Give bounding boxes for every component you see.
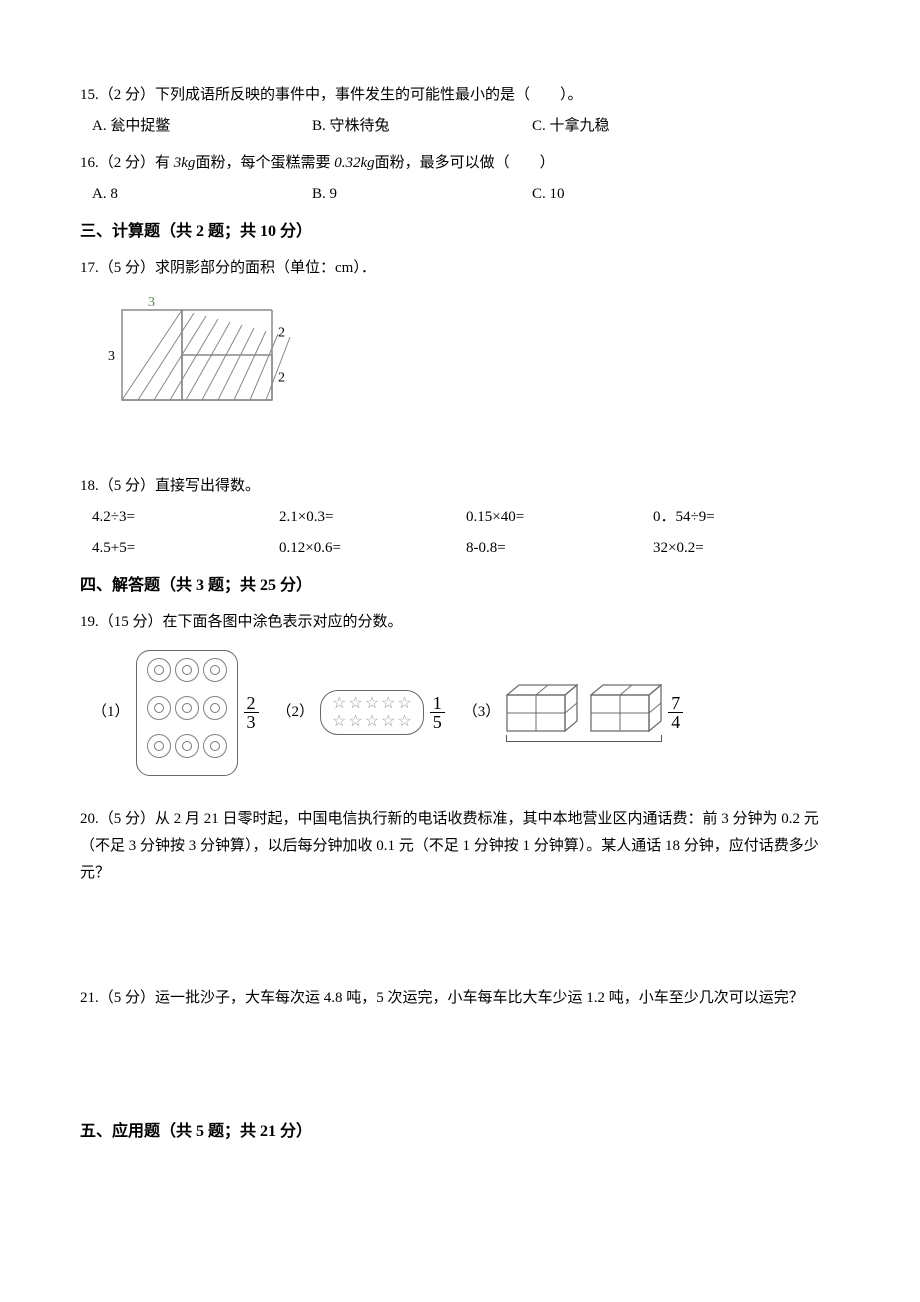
question-21: 21.（5 分）运一批沙子，大车每次运 4.8 吨，5 次运完，小车每车比大车少… bbox=[80, 985, 840, 1012]
cube-1 bbox=[506, 684, 578, 732]
cube-2 bbox=[590, 684, 662, 732]
svg-text:3: 3 bbox=[108, 349, 115, 364]
q18-r1c2: 2.1×0.3= bbox=[279, 504, 466, 531]
q17-figure: 3 3 2 2 bbox=[92, 290, 840, 455]
q15-stem: 15.（2 分）下列成语所反映的事件中，事件发生的可能性最小的是（ ）。 bbox=[80, 82, 840, 109]
cube-bracket bbox=[506, 735, 662, 742]
q19-circle-grid bbox=[136, 650, 238, 776]
q18-r2c1: 4.5+5= bbox=[92, 535, 279, 562]
q19-p1-label: （1） bbox=[92, 699, 130, 726]
question-19: 19.（15 分）在下面各图中涂色表示对应的分数。 （1） 2 3 （2） ☆☆… bbox=[80, 609, 840, 776]
question-16: 16.（2 分）有 3kg面粉，每个蛋糕需要 0.32kg面粉，最多可以做（ ）… bbox=[80, 150, 840, 208]
section-5-title: 五、应用题（共 5 题；共 21 分） bbox=[80, 1118, 840, 1147]
q19-f2-den: 5 bbox=[430, 713, 445, 731]
q16-stem-pre: 16.（2 分）有 bbox=[80, 155, 174, 171]
q18-r1c3: 0.15×40= bbox=[466, 504, 653, 531]
q18-stem: 18.（5 分）直接写出得数。 bbox=[80, 473, 840, 500]
q19-star-grid: ☆☆☆☆☆☆☆☆☆☆ bbox=[320, 690, 424, 735]
q17-stem: 17.（5 分）求阴影部分的面积（单位：cm）． bbox=[80, 255, 840, 282]
svg-text:2: 2 bbox=[278, 370, 285, 385]
svg-text:3: 3 bbox=[148, 295, 155, 310]
q19-part2: （2） ☆☆☆☆☆☆☆☆☆☆ 1 5 bbox=[277, 690, 445, 735]
question-18: 18.（5 分）直接写出得数。 4.2÷3= 2.1×0.3= 0.15×40=… bbox=[80, 473, 840, 562]
q19-fraction-1: 2 3 bbox=[244, 694, 259, 731]
q19-cubes bbox=[506, 684, 662, 742]
q18-row2: 4.5+5= 0.12×0.6= 8-0.8= 32×0.2= bbox=[80, 535, 840, 562]
q16-val1: 3kg bbox=[174, 155, 196, 171]
q15-options: A. 瓮中捉鳖 B. 守株待兔 C. 十拿九稳 bbox=[80, 113, 840, 140]
q21-stem: 21.（5 分）运一批沙子，大车每次运 4.8 吨，5 次运完，小车每车比大车少… bbox=[80, 985, 840, 1012]
q18-r1c1: 4.2÷3= bbox=[92, 504, 279, 531]
q18-r1c4: 0．54÷9= bbox=[653, 504, 840, 531]
q15-option-a: A. 瓮中捉鳖 bbox=[92, 113, 312, 140]
q19-fraction-3: 7 4 bbox=[668, 694, 683, 731]
q18-row1: 4.2÷3= 2.1×0.3= 0.15×40= 0．54÷9= bbox=[80, 504, 840, 531]
q16-stem: 16.（2 分）有 3kg面粉，每个蛋糕需要 0.32kg面粉，最多可以做（ ） bbox=[80, 150, 840, 177]
q16-stem-post: 面粉，最多可以做（ ） bbox=[375, 155, 555, 171]
section-3-title: 三、计算题（共 2 题；共 10 分） bbox=[80, 218, 840, 247]
q21-workspace bbox=[80, 1018, 840, 1108]
q19-part3: （3） 7 4 bbox=[463, 684, 684, 742]
q19-figures: （1） 2 3 （2） ☆☆☆☆☆☆☆☆☆☆ 1 5 （3） bbox=[80, 650, 840, 776]
q18-r2c3: 8-0.8= bbox=[466, 535, 653, 562]
svg-text:2: 2 bbox=[278, 325, 285, 340]
q19-part1: （1） 2 3 bbox=[92, 650, 259, 776]
q16-stem-mid: 面粉，每个蛋糕需要 bbox=[195, 155, 334, 171]
question-20: 20.（5 分）从 2 月 21 日零时起，中国电信执行新的电话收费标准，其中本… bbox=[80, 806, 840, 887]
q19-p3-label: （3） bbox=[463, 699, 501, 726]
q19-f2-num: 1 bbox=[430, 694, 445, 713]
q16-option-c: C. 10 bbox=[532, 181, 752, 208]
q17-svg: 3 3 2 2 bbox=[92, 290, 312, 445]
q16-val2: 0.32kg bbox=[334, 155, 374, 171]
q16-option-b: B. 9 bbox=[312, 181, 532, 208]
question-17: 17.（5 分）求阴影部分的面积（单位：cm）． 3 3 2 2 bbox=[80, 255, 840, 455]
q19-f3-num: 7 bbox=[668, 694, 683, 713]
q18-r2c2: 0.12×0.6= bbox=[279, 535, 466, 562]
q19-f3-den: 4 bbox=[668, 713, 683, 731]
q19-f1-num: 2 bbox=[244, 694, 259, 713]
q20-stem: 20.（5 分）从 2 月 21 日零时起，中国电信执行新的电话收费标准，其中本… bbox=[80, 806, 840, 887]
section-4-title: 四、解答题（共 3 题；共 25 分） bbox=[80, 572, 840, 601]
q19-p2-label: （2） bbox=[277, 699, 315, 726]
question-15: 15.（2 分）下列成语所反映的事件中，事件发生的可能性最小的是（ ）。 A. … bbox=[80, 82, 840, 140]
q16-options: A. 8 B. 9 C. 10 bbox=[80, 181, 840, 208]
q16-option-a: A. 8 bbox=[92, 181, 312, 208]
q15-option-b: B. 守株待兔 bbox=[312, 113, 532, 140]
q15-option-c: C. 十拿九稳 bbox=[532, 113, 752, 140]
q18-r2c4: 32×0.2= bbox=[653, 535, 840, 562]
q19-f1-den: 3 bbox=[244, 713, 259, 731]
q19-fraction-2: 1 5 bbox=[430, 694, 445, 731]
q20-workspace bbox=[80, 893, 840, 983]
q19-stem: 19.（15 分）在下面各图中涂色表示对应的分数。 bbox=[80, 609, 840, 636]
